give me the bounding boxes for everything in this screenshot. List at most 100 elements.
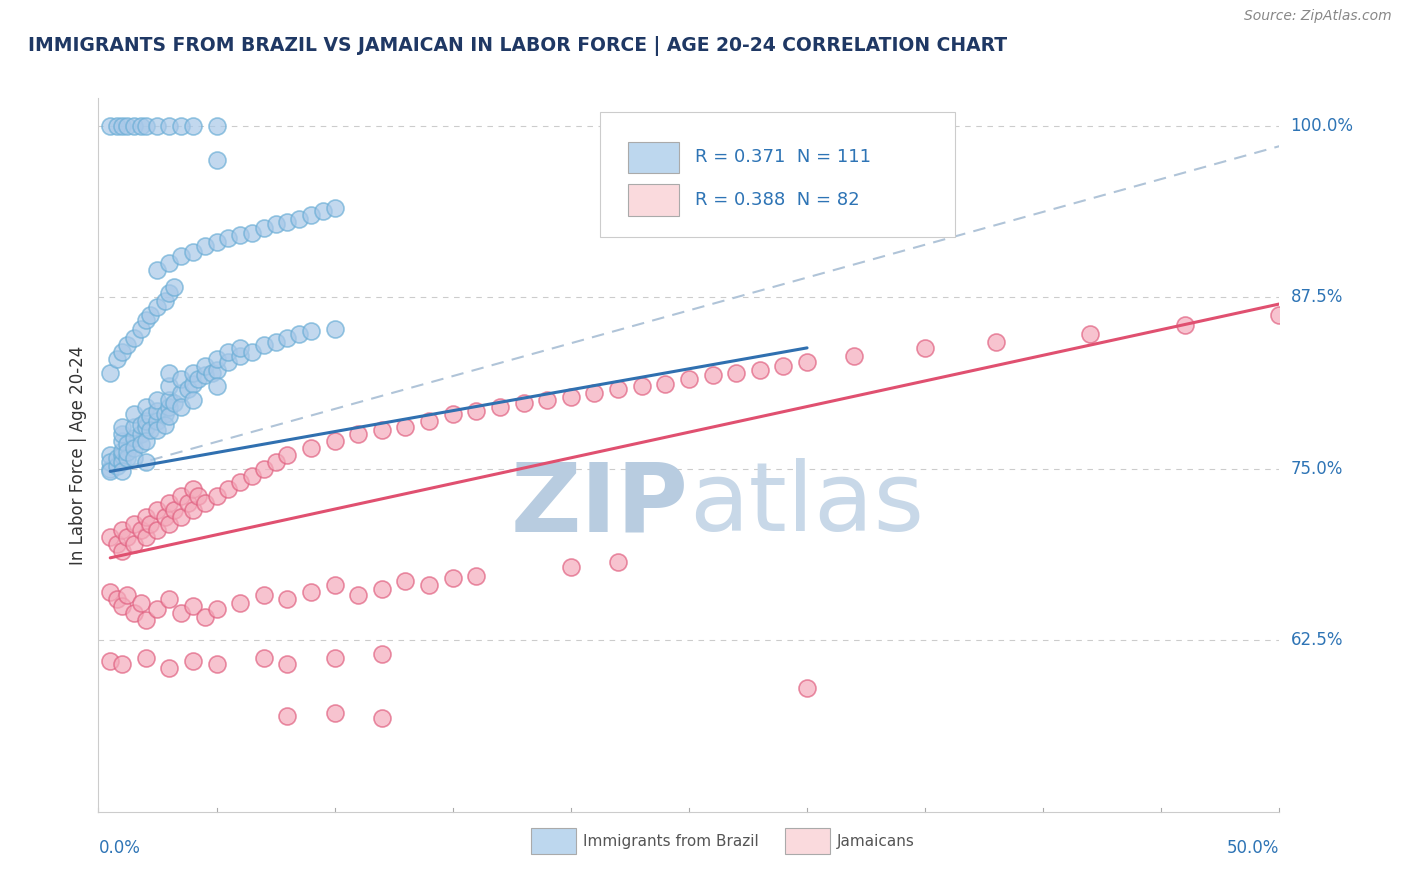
Point xyxy=(153,417,176,432)
Text: 0.0%: 0.0% xyxy=(98,839,141,857)
Point xyxy=(115,445,138,459)
Point xyxy=(194,359,217,373)
Point xyxy=(146,392,169,407)
Point xyxy=(725,366,748,380)
Point xyxy=(181,599,204,613)
Point xyxy=(984,335,1007,350)
Point xyxy=(111,455,134,469)
FancyBboxPatch shape xyxy=(600,112,955,237)
Point xyxy=(105,537,128,551)
Point xyxy=(105,592,128,607)
Point xyxy=(146,300,169,314)
Point xyxy=(115,119,138,133)
Point xyxy=(181,376,204,391)
FancyBboxPatch shape xyxy=(627,142,679,173)
Point xyxy=(229,228,252,243)
Point xyxy=(418,414,440,428)
Point xyxy=(418,578,440,592)
Point xyxy=(105,351,128,366)
Point xyxy=(264,455,287,469)
Point xyxy=(122,537,145,551)
Point xyxy=(205,657,228,671)
Point xyxy=(240,468,263,483)
Point xyxy=(122,331,145,345)
Point xyxy=(748,363,770,377)
Point xyxy=(98,119,121,133)
Point xyxy=(115,530,138,544)
Point xyxy=(229,341,252,355)
Point xyxy=(122,432,145,446)
Point xyxy=(264,218,287,232)
Point xyxy=(844,349,866,363)
Point xyxy=(276,708,298,723)
Point xyxy=(323,651,346,665)
Text: ZIP: ZIP xyxy=(510,458,689,551)
FancyBboxPatch shape xyxy=(785,828,830,854)
Point xyxy=(678,372,700,386)
Point xyxy=(630,379,652,393)
FancyBboxPatch shape xyxy=(531,828,576,854)
Point xyxy=(122,606,145,620)
Point xyxy=(105,458,128,473)
Point xyxy=(163,396,186,410)
Point xyxy=(253,461,276,475)
Point xyxy=(163,503,186,517)
Point xyxy=(129,524,152,538)
Point xyxy=(135,119,157,133)
Point xyxy=(170,400,193,414)
Point xyxy=(465,568,488,582)
Point xyxy=(347,427,370,442)
Point xyxy=(122,441,145,455)
Text: 87.5%: 87.5% xyxy=(1291,288,1343,306)
Point xyxy=(170,386,193,401)
Point xyxy=(560,390,582,404)
Point xyxy=(98,461,121,475)
Point xyxy=(1174,318,1197,332)
Point xyxy=(157,409,180,424)
Point xyxy=(181,392,204,407)
Point xyxy=(253,588,276,602)
Point xyxy=(1080,327,1102,342)
Point xyxy=(98,455,121,469)
Point xyxy=(654,376,676,391)
Point xyxy=(229,475,252,490)
Point xyxy=(312,203,335,218)
Point xyxy=(205,489,228,503)
Text: 50.0%: 50.0% xyxy=(1227,839,1279,857)
Point xyxy=(347,588,370,602)
Point xyxy=(122,407,145,421)
Point xyxy=(441,571,464,585)
Point xyxy=(135,434,157,449)
Point xyxy=(146,524,169,538)
Point xyxy=(157,400,180,414)
Point xyxy=(157,592,180,607)
Point xyxy=(170,509,193,524)
Point xyxy=(512,396,534,410)
Point xyxy=(181,503,204,517)
Point xyxy=(111,443,134,458)
Point xyxy=(194,368,217,383)
Point xyxy=(157,256,180,270)
Point xyxy=(139,516,162,531)
Point xyxy=(111,427,134,442)
Point xyxy=(135,455,157,469)
Point xyxy=(217,345,239,359)
Point xyxy=(129,417,152,432)
Point xyxy=(217,482,239,496)
Point xyxy=(115,588,138,602)
Point xyxy=(146,404,169,418)
Point xyxy=(111,345,134,359)
Point xyxy=(187,489,209,503)
Point xyxy=(146,414,169,428)
Point xyxy=(299,325,322,339)
Point xyxy=(489,400,512,414)
Point xyxy=(170,489,193,503)
Point xyxy=(371,647,394,661)
Point xyxy=(129,321,152,335)
Point xyxy=(194,610,217,624)
Point xyxy=(129,437,152,451)
Point xyxy=(217,354,239,368)
Point xyxy=(323,321,346,335)
Point xyxy=(111,420,134,434)
FancyBboxPatch shape xyxy=(627,185,679,216)
